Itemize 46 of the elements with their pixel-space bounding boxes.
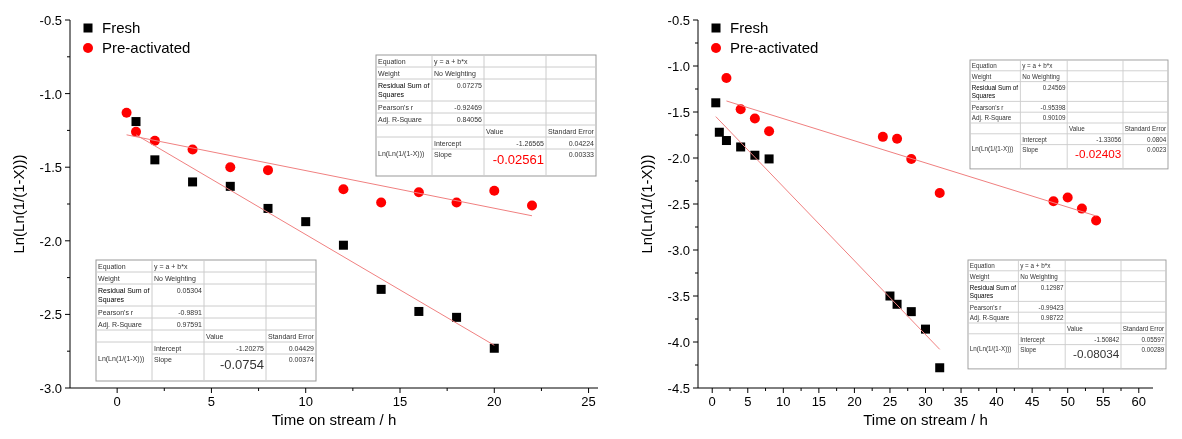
x-tick-label: 10 <box>776 394 791 409</box>
x-tick-label: 60 <box>1131 394 1147 409</box>
annotation: -0.02403 <box>1075 147 1122 161</box>
y-axis-title: Ln(Ln(1/(1-X))) <box>10 154 27 254</box>
x-axis-title: Time on stream / h <box>863 411 988 428</box>
y-tick-label: -3.0 <box>39 381 62 396</box>
x-tick-label: 55 <box>1096 394 1111 409</box>
y-axis-title: Ln(Ln(1/(1-X))) <box>638 154 655 254</box>
y-tick-label: -2.5 <box>39 307 62 323</box>
y-tick-label: -4.5 <box>667 381 690 396</box>
x-tick-label: 15 <box>392 394 408 409</box>
annotation: -0.08034 <box>1073 347 1120 361</box>
y-tick-label: -2.0 <box>39 233 62 249</box>
annotation: -0.02561 <box>492 152 544 167</box>
x-tick-label: 40 <box>989 394 1004 409</box>
y-tick-label: -1.5 <box>667 105 690 120</box>
x-tick-label: 30 <box>918 394 933 409</box>
y-tick-label: -0.5 <box>667 13 690 28</box>
x-tick-label: 45 <box>1024 394 1040 409</box>
legend-label: Fresh <box>730 19 769 36</box>
y-tick-label: -1.0 <box>667 59 690 74</box>
y-tick-label: -0.5 <box>39 13 62 28</box>
y-tick-label: -4.0 <box>667 335 690 350</box>
y-tick-label: -2.5 <box>667 197 690 212</box>
x-tick-label: 35 <box>953 394 969 409</box>
x-tick-label: 25 <box>882 394 898 409</box>
x-tick-label: 5 <box>744 394 752 409</box>
legend-label: Fresh <box>102 19 141 36</box>
x-tick-label: 20 <box>487 394 502 409</box>
x-tick-label: 10 <box>298 394 313 409</box>
x-tick-label: 0 <box>708 394 716 409</box>
x-tick-label: 15 <box>811 394 827 409</box>
y-tick-label: -1.5 <box>39 160 62 176</box>
x-tick-label: 25 <box>581 394 596 409</box>
legend-label: Pre-activated <box>102 39 191 56</box>
x-tick-label: 20 <box>847 394 862 409</box>
annotation: -0.0754 <box>219 357 264 372</box>
x-tick-label: 0 <box>113 394 121 409</box>
y-tick-label: -3.0 <box>667 243 690 258</box>
x-tick-label: 50 <box>1060 394 1075 409</box>
legend-label: Pre-activated <box>730 39 819 56</box>
x-axis-title: Time on stream / h <box>271 411 397 428</box>
y-tick-label: -2.0 <box>667 151 690 166</box>
y-tick-label: -3.5 <box>667 289 690 304</box>
y-tick-label: -1.0 <box>39 86 62 102</box>
x-tick-label: 5 <box>207 394 216 409</box>
